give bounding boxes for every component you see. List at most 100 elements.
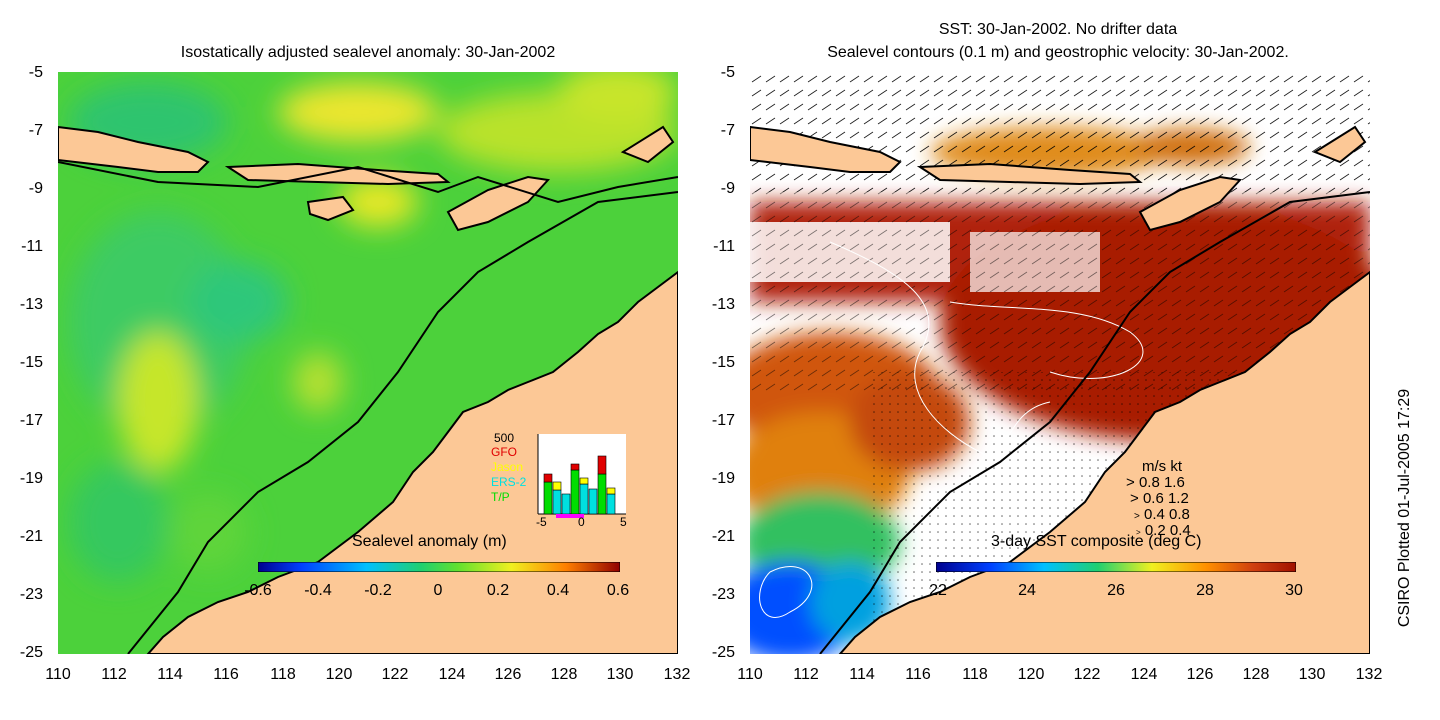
sealevel-contour <box>829 241 1051 457</box>
y-tick-label: -19 <box>19 470 43 487</box>
velocity-legend-header: m/s kt <box>1142 458 1182 475</box>
velocity-legend-row: > 0.4 0.8 <box>1134 506 1190 523</box>
x-tick-label: 122 <box>1073 666 1101 683</box>
left-panel-title: Isostatically adjusted sealevel anomaly:… <box>180 44 556 61</box>
y-tick-label: -23 <box>711 586 735 603</box>
right-colorbar-label: 22 <box>929 582 947 599</box>
velocity-legend-value: 0.6 1.2 <box>1142 490 1189 507</box>
x-tick-label: 112 <box>793 666 819 683</box>
land-tanimbar <box>620 125 675 164</box>
y-tick-label: -7 <box>720 122 735 139</box>
x-tick-label: 120 <box>325 666 353 683</box>
x-tick-label: 128 <box>550 666 578 683</box>
land-timor-right <box>1138 175 1242 232</box>
x-tick-label: 116 <box>905 666 931 683</box>
left-colorbar-label: 0.4 <box>546 582 570 599</box>
y-tick-label: -17 <box>19 412 43 429</box>
velocity-legend-value: 0.8 1.6 <box>1138 474 1185 491</box>
inset-histogram <box>537 434 626 518</box>
x-tick-label: 128 <box>1242 666 1270 683</box>
inset-xtick: 5 <box>620 515 627 529</box>
x-tick-label: 114 <box>849 666 875 683</box>
inset-legend-ers2: ERS-2 <box>491 475 527 489</box>
inset-bars <box>543 455 616 515</box>
land-sumba <box>306 195 355 222</box>
x-tick-label: 118 <box>962 666 988 683</box>
y-tick-label: -15 <box>711 354 735 371</box>
y-tick-label: -25 <box>19 644 43 661</box>
x-tick-label: 132 <box>1355 666 1383 683</box>
x-tick-label: 120 <box>1017 666 1045 683</box>
x-tick-label: 118 <box>270 666 296 683</box>
velocity-legend-value: 0.4 0.8 <box>1144 506 1190 523</box>
right-colorbar-label: 24 <box>1018 582 1036 599</box>
x-tick-label: 122 <box>381 666 409 683</box>
right-colorbar <box>936 562 1296 572</box>
land-flores-right <box>916 162 1143 186</box>
left-colorbar-label: -0.4 <box>304 582 332 599</box>
x-tick-label: 112 <box>101 666 127 683</box>
left-colorbar-label: 0 <box>433 582 443 599</box>
land-tanimbar-right <box>1312 125 1367 164</box>
right-colorbar-label: 26 <box>1107 582 1125 599</box>
y-tick-label: -21 <box>19 528 43 545</box>
right-colorbar-title: 3-day SST composite (deg C) <box>991 533 1202 550</box>
left-colorbar-title: Sealevel anomaly (m) <box>352 533 507 550</box>
y-tick-label: -15 <box>19 354 43 371</box>
left-map <box>58 72 678 654</box>
velocity-arrow-icon: > <box>1134 511 1140 522</box>
x-tick-label: 126 <box>1186 666 1214 683</box>
y-tick-label: -25 <box>711 644 735 661</box>
x-tick-label: 126 <box>494 666 522 683</box>
y-tick-label: -9 <box>720 180 735 197</box>
land-australia <box>146 270 678 654</box>
inset-legend-gfo: GFO <box>491 445 517 459</box>
land-java <box>58 125 210 173</box>
land-flores <box>224 162 451 186</box>
right-colorbar-label: 28 <box>1196 582 1214 599</box>
right-panel-title-line1: SST: 30-Jan-2002. No drifter data <box>938 21 1178 38</box>
x-tick-label: 130 <box>606 666 634 683</box>
y-tick-label: -5 <box>28 64 43 81</box>
y-tick-label: -13 <box>19 296 43 313</box>
y-tick-label: -9 <box>28 180 43 197</box>
y-tick-label: -17 <box>711 412 735 429</box>
y-tick-label: -23 <box>19 586 43 603</box>
velocity-legend-row: > 0.2 0.4 <box>1136 522 1191 539</box>
x-tick-label: 124 <box>438 666 466 683</box>
velocity-legend-row: > 0.8 1.6 <box>1126 474 1185 491</box>
inset-ymax-label: 500 <box>494 431 515 445</box>
anomaly-field <box>68 72 678 582</box>
inset-legend-tp: T/P <box>491 490 510 504</box>
velocity-arrow-icon: > <box>1126 474 1135 491</box>
velocity-legend-row: > 0.6 1.2 <box>1130 490 1189 507</box>
right-colorbar-label: 30 <box>1285 582 1303 599</box>
left-colorbar-label: -0.2 <box>364 582 392 599</box>
velocity-arrow-icon: > <box>1136 528 1141 537</box>
velocity-legend-value: 0.2 0.4 <box>1144 522 1191 539</box>
x-tick-label: 110 <box>45 666 71 683</box>
right-panel-title-line2: Sealevel contours (0.1 m) and geostrophi… <box>827 44 1289 61</box>
y-tick-label: -13 <box>711 296 735 313</box>
shelf-contour-right <box>819 191 1370 654</box>
y-tick-label: -7 <box>28 122 43 139</box>
left-colorbar-label: -0.6 <box>244 582 272 599</box>
left-colorbar-label: 0.2 <box>486 582 510 599</box>
sealevel-contour <box>759 566 813 618</box>
y-tick-label: -11 <box>713 238 735 255</box>
coast-line-north <box>58 161 678 204</box>
side-label: CSIRO Plotted 01-Jul-2005 17:29 <box>1396 388 1413 628</box>
inset-xtick: 0 <box>578 515 585 529</box>
velocity-arrow-icon: > <box>1130 490 1139 507</box>
x-tick-label: 124 <box>1130 666 1158 683</box>
left-colorbar <box>258 562 620 572</box>
inset-marker <box>556 514 584 518</box>
right-map <box>750 72 1370 654</box>
x-tick-label: 110 <box>737 666 763 683</box>
y-tick-label: -5 <box>720 64 735 81</box>
y-tick-label: -11 <box>21 238 43 255</box>
x-tick-label: 132 <box>663 666 691 683</box>
x-tick-label: 130 <box>1298 666 1326 683</box>
inset-legend-jason: Jason <box>491 460 524 474</box>
y-tick-label: -21 <box>711 528 735 545</box>
